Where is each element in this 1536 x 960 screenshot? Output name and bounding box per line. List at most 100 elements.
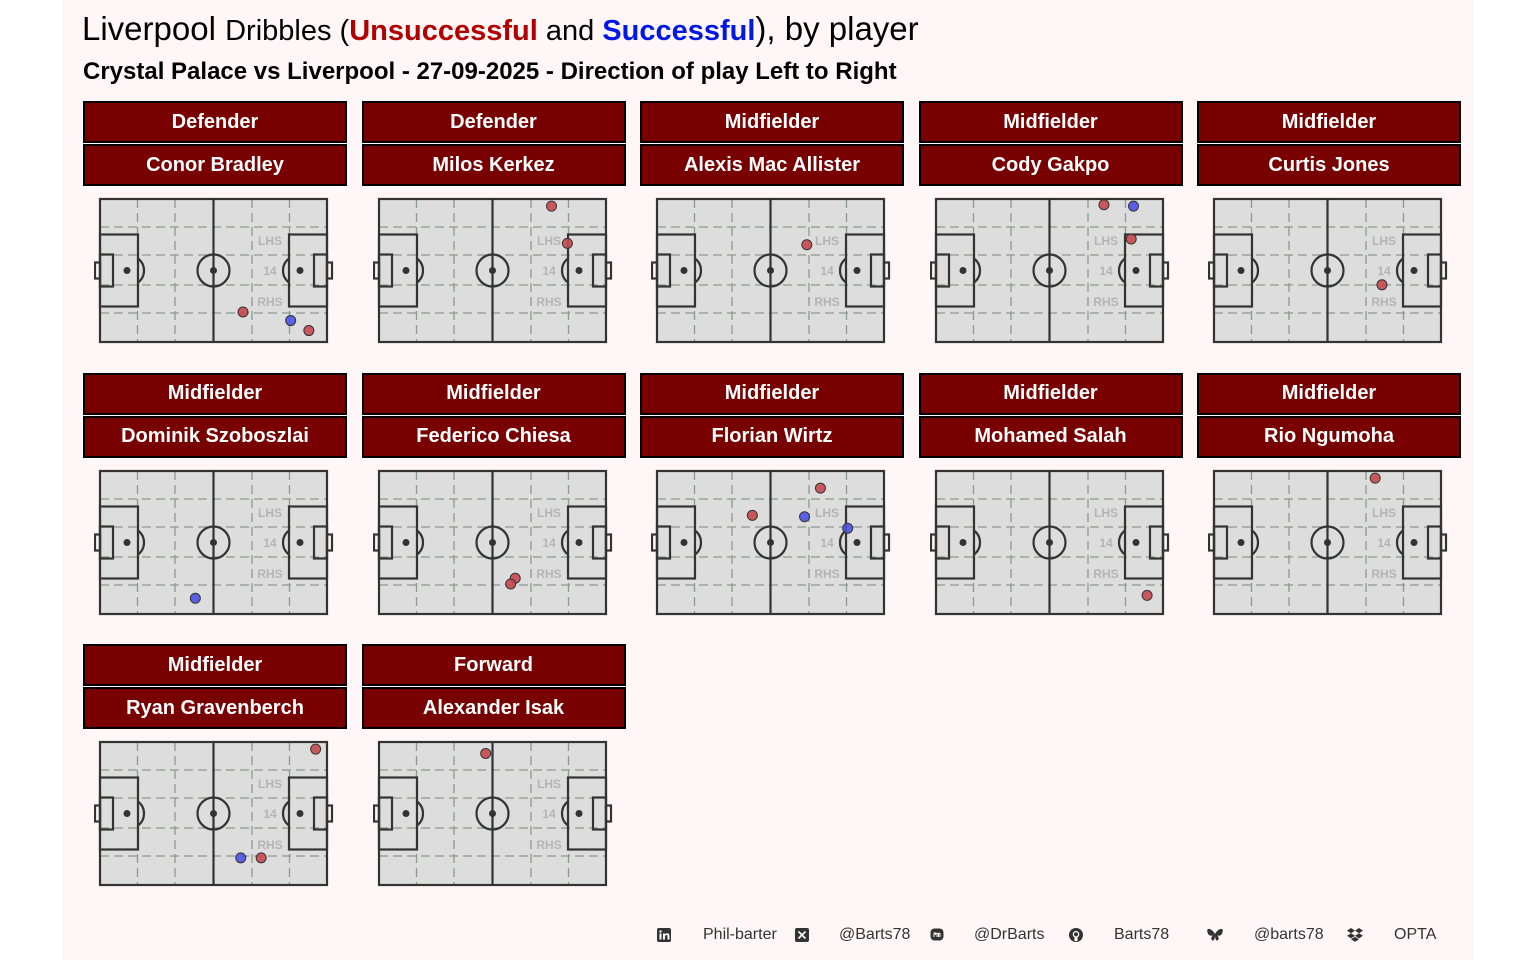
penalty-arc-right — [1117, 257, 1126, 284]
zone-label-rhs: RHS — [1371, 567, 1396, 581]
goal-left — [651, 533, 659, 552]
penalty-spot-left — [123, 810, 131, 818]
goal-left — [94, 261, 102, 280]
penalty-spot-left — [123, 267, 131, 274]
dribble-point-unsuccessful — [303, 325, 315, 337]
pitch-panel: LHS 14 RHS — [94, 197, 334, 344]
title-tail: ), by player — [755, 10, 919, 47]
zone-label-lhs: LHS — [258, 777, 282, 791]
centre-spot — [767, 267, 774, 274]
dribble-point-unsuccessful — [801, 239, 813, 251]
position-strip: Midfielder — [361, 372, 626, 415]
position-strip: Midfielder — [918, 372, 1183, 415]
penalty-arc-left — [137, 257, 146, 284]
footer-text-opta: OPTA — [1394, 926, 1437, 943]
penalty-spot-left — [680, 538, 688, 546]
penalty-spot-right — [575, 810, 582, 818]
zone-label-14: 14 — [542, 536, 556, 550]
centre-spot — [488, 810, 496, 818]
bluesky-icon — [1206, 924, 1224, 946]
goal-right — [1161, 261, 1169, 280]
centre-spot — [488, 267, 496, 274]
zone-label-rhs: RHS — [536, 295, 561, 309]
pitch-group: LHS 14 RHS — [372, 197, 612, 344]
penalty-arc-left — [1251, 257, 1260, 284]
penalty-spot-right — [853, 267, 861, 274]
pitch-group: LHS 14 RHS — [372, 469, 612, 615]
dribble-point-unsuccessful — [814, 482, 826, 494]
penalty-arc-left — [415, 529, 424, 556]
dribble-point-unsuccessful — [237, 306, 249, 318]
github-icon — [1068, 924, 1084, 946]
zone-label-14: 14 — [820, 264, 834, 278]
zone-label-rhs: RHS — [257, 295, 282, 309]
pitch-panel: LHS 14 RHS — [651, 197, 891, 344]
penalty-arc-right — [1395, 257, 1404, 284]
zone-label-rhs: RHS — [257, 838, 282, 852]
penalty-arc-right — [560, 801, 569, 827]
zone-label-14: 14 — [263, 807, 277, 821]
zone-label-lhs: LHS — [1094, 234, 1118, 248]
pitch-group: LHS 14 RHS — [94, 197, 334, 344]
penalty-spot-left — [959, 267, 966, 274]
player-name-strip: Curtis Jones — [1197, 144, 1461, 186]
penalty-spot-left — [402, 538, 409, 546]
penalty-spot-left — [402, 810, 409, 818]
zone-label-lhs: LHS — [537, 506, 561, 520]
penalty-arc-right — [838, 257, 847, 284]
goal-right — [882, 261, 891, 280]
dribble-point-unsuccessful — [1125, 233, 1137, 245]
pitch-panel: LHS 14 RHS — [372, 197, 612, 344]
position-strip: Midfielder — [918, 101, 1183, 143]
goal-right — [325, 533, 334, 552]
penalty-spot-right — [296, 538, 304, 546]
goal-left — [94, 804, 102, 823]
dribble-point-successful — [799, 510, 811, 522]
penalty-arc-right — [281, 529, 290, 556]
position-strip: Midfielder — [83, 372, 347, 415]
pitch-group: LHS 14 RHS — [94, 469, 334, 615]
dribble-point-successful — [842, 522, 854, 534]
dribble-point-unsuccessful — [479, 748, 491, 760]
dribble-point-unsuccessful — [255, 852, 267, 864]
penalty-spot-left — [123, 538, 131, 546]
title-successful: Successful — [602, 15, 756, 47]
pitch-group: LHS 14 RHS — [1208, 469, 1448, 615]
goal-right — [882, 533, 891, 552]
pitch-group: LHS 14 RHS — [372, 741, 612, 887]
goal-left — [372, 804, 380, 823]
position-strip: Midfielder — [640, 101, 904, 143]
dribble-point-unsuccessful — [545, 200, 557, 212]
centre-circle — [753, 525, 788, 560]
footer-text-mastodon: @DrBarts — [974, 926, 1045, 943]
player-name-strip: Federico Chiesa — [361, 415, 626, 458]
zone-label-14: 14 — [263, 264, 277, 278]
footer-text-linkedin: Phil-barter — [703, 926, 777, 943]
pitch-panel: LHS 14 RHS — [1208, 469, 1448, 615]
zone-label-lhs: LHS — [537, 234, 561, 248]
goal-left — [94, 533, 102, 552]
player-name-strip: Mohamed Salah — [918, 415, 1183, 458]
pitch-group: LHS 14 RHS — [651, 469, 891, 615]
goal-right — [1439, 261, 1448, 280]
penalty-spot-left — [680, 267, 688, 274]
penalty-arc-left — [415, 801, 424, 827]
penalty-arc-left — [415, 257, 424, 284]
pitch-panel: LHS 14 RHS — [372, 469, 612, 615]
centre-spot — [1045, 267, 1053, 274]
pitch-group: LHS 14 RHS — [651, 197, 891, 344]
zone-label-14: 14 — [1099, 264, 1113, 278]
goal-right — [604, 804, 612, 823]
position-strip: Midfielder — [1197, 372, 1461, 415]
centre-circle — [1031, 525, 1067, 560]
pitch-panel: LHS 14 RHS — [929, 197, 1169, 344]
dribble-point-unsuccessful — [1097, 199, 1109, 211]
penalty-spot-right — [1132, 267, 1139, 274]
player-name-strip: Rio Ngumoha — [1197, 415, 1461, 458]
pitch-panel: LHS 14 RHS — [929, 469, 1169, 615]
centre-spot — [1324, 538, 1331, 546]
dribble-point-successful — [189, 592, 201, 604]
dribble-point-successful — [285, 315, 297, 327]
zone-label-lhs: LHS — [258, 234, 282, 248]
pitch-group: LHS 14 RHS — [929, 469, 1169, 615]
